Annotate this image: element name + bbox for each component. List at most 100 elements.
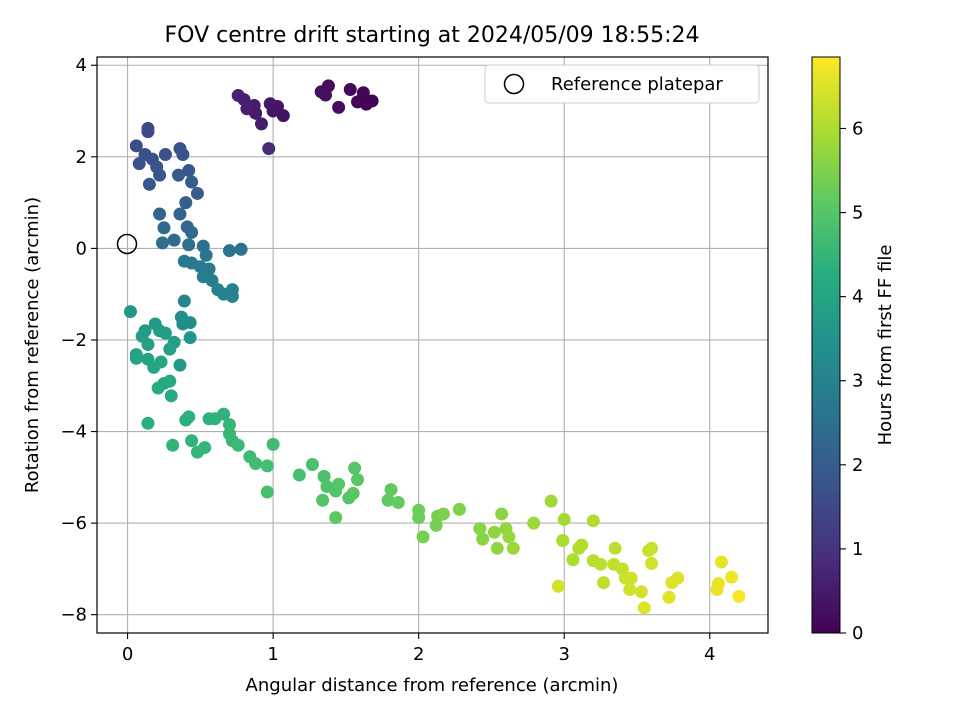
data-point: [476, 532, 490, 546]
data-point: [556, 534, 570, 548]
data-point: [198, 441, 212, 455]
data-point: [365, 94, 379, 108]
data-point: [142, 177, 156, 191]
data-point: [190, 186, 204, 200]
data-point: [129, 351, 143, 365]
data-point: [254, 117, 268, 131]
data-point: [249, 457, 263, 471]
colorbar: [811, 56, 841, 634]
grid-lines: [97, 57, 768, 633]
data-point: [153, 207, 167, 221]
data-point: [436, 507, 450, 521]
data-point: [671, 571, 685, 585]
data-point: [231, 438, 245, 452]
legend-label-reference-platepar: Reference platepar: [551, 74, 723, 95]
data-point: [249, 106, 263, 120]
data-point: [225, 289, 239, 303]
data-point: [412, 511, 426, 525]
colorbar-tick-label: 3: [852, 371, 863, 392]
data-point: [319, 88, 333, 102]
legend-box: [484, 64, 760, 104]
data-point: [158, 326, 172, 340]
y-tick-label: 4: [76, 55, 87, 76]
x-tick-label: 3: [558, 644, 569, 665]
colorbar-tick-label: 2: [852, 455, 863, 476]
data-point: [490, 541, 504, 555]
colorbar-label: Hours from first FF file: [875, 245, 896, 446]
data-point: [163, 342, 177, 356]
data-point: [183, 316, 197, 330]
data-point: [732, 589, 746, 603]
data-point: [452, 502, 466, 516]
data-point: [141, 125, 155, 139]
colorbar-ticks: 0 1 2 3 4 5 6: [840, 118, 863, 644]
data-point: [343, 83, 357, 97]
y-tick-label: −2: [60, 330, 87, 351]
data-point: [594, 557, 608, 571]
data-point: [356, 86, 370, 100]
legend-marker-reference-platepar: [503, 73, 525, 95]
x-axis-label: Angular distance from reference (arcmin): [246, 675, 619, 696]
colorbar-tick-label: 6: [852, 118, 863, 139]
y-tick-label: −6: [60, 513, 87, 534]
colorbar-tick-label: 1: [852, 539, 863, 560]
data-point: [316, 493, 330, 507]
data-point: [305, 458, 319, 472]
data-point: [346, 486, 360, 500]
y-tick-label: 0: [76, 238, 87, 259]
data-point: [153, 168, 167, 182]
data-point: [266, 437, 280, 451]
data-point: [634, 585, 648, 599]
y-axis-label: Rotation from reference (arcmin): [22, 197, 43, 493]
data-point: [391, 496, 405, 510]
data-point: [575, 538, 589, 552]
x-tick-label: 4: [704, 644, 715, 665]
data-point: [712, 577, 726, 591]
data-point: [551, 579, 565, 593]
data-point: [527, 516, 541, 530]
data-point: [473, 522, 487, 536]
colorbar-tick-label: 4: [852, 287, 863, 308]
plot-frame: [96, 56, 769, 634]
colorbar-tick-label: 0: [852, 623, 863, 644]
chart-title: FOV centre drift starting at 2024/05/09 …: [165, 23, 700, 48]
data-point: [597, 576, 611, 590]
data-point: [557, 512, 571, 526]
data-point: [154, 355, 168, 369]
data-point: [416, 530, 430, 544]
data-point: [141, 416, 155, 430]
data-point: [183, 331, 197, 345]
data-point: [185, 434, 199, 448]
data-point: [487, 525, 501, 539]
data-point: [182, 238, 196, 252]
data-point: [166, 438, 180, 452]
data-point: [177, 294, 191, 308]
data-point: [292, 468, 306, 482]
data-point: [222, 418, 236, 432]
data-point: [182, 410, 196, 424]
data-point: [260, 485, 274, 499]
x-tick-label: 2: [413, 644, 424, 665]
data-point: [637, 601, 651, 615]
x-tick-label: 1: [267, 644, 278, 665]
data-point: [199, 248, 213, 262]
data-point: [725, 570, 739, 584]
data-point: [645, 556, 659, 570]
data-point: [167, 233, 181, 247]
data-point: [317, 469, 331, 483]
data-point: [544, 494, 558, 508]
y-tick-label: −4: [60, 422, 87, 443]
legend: Reference platepar: [484, 64, 760, 104]
data-point: [173, 207, 187, 221]
data-point: [714, 555, 728, 569]
data-point: [185, 225, 199, 239]
colorbar-tick-label: 5: [852, 203, 863, 224]
data-point: [645, 541, 659, 555]
data-point: [151, 381, 165, 395]
data-point: [608, 541, 622, 555]
data-point: [348, 461, 362, 475]
data-point: [566, 553, 580, 567]
data-point: [217, 407, 231, 421]
